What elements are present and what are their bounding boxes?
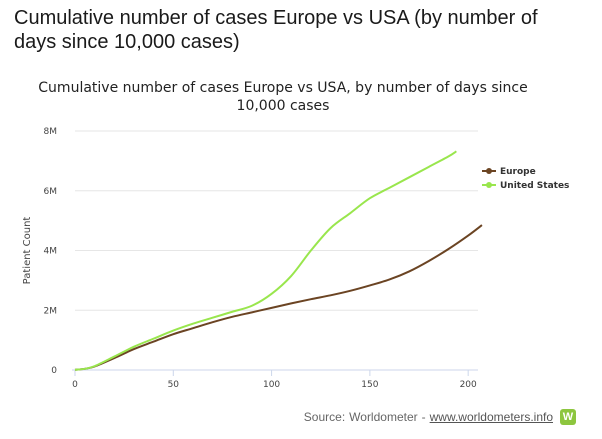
grid-lines (75, 130, 478, 311)
chart-title: Cumulative number of cases Europe vs USA… (38, 80, 527, 96)
legend-label: United States (500, 181, 569, 191)
x-tick-label: 50 (168, 380, 180, 390)
chart-title-continued: 10,000 cases (237, 98, 330, 114)
axes: 0 2M 4M 6M 8M 0 50 100 150 200 (44, 127, 478, 390)
legend-item-europe[interactable]: Europe (482, 167, 536, 177)
source-separator: - (421, 410, 426, 424)
legend[interactable]: Europe United States (482, 167, 569, 191)
x-tick-label: 150 (361, 380, 378, 390)
y-axis-label: Patient Count (22, 217, 33, 285)
page-heading: Cumulative number of cases Europe vs USA… (14, 7, 538, 53)
y-tick-label: 4M (44, 247, 58, 257)
y-tick-label: 0 (51, 366, 57, 376)
source-prefix: Source: (303, 410, 346, 424)
y-tick-label: 2M (44, 306, 58, 316)
y-tick-label: 8M (44, 127, 58, 137)
series-lines (74, 150, 483, 371)
series-line-united-states[interactable] (74, 150, 457, 371)
worldometer-logo-icon[interactable]: W (560, 409, 576, 425)
x-tick-label: 200 (460, 380, 477, 390)
legend-marker (486, 168, 492, 174)
source-link[interactable]: www.worldometers.info (429, 410, 553, 424)
legend-item-united-states[interactable]: United States (482, 181, 569, 191)
x-tick-label: 0 (72, 380, 78, 390)
source-credit: Source: Worldometer - www.worldometers.i… (304, 409, 576, 425)
series-line-europe[interactable] (74, 224, 483, 371)
legend-label: Europe (500, 167, 536, 177)
legend-marker (486, 182, 492, 188)
x-tick-label: 100 (263, 380, 280, 390)
source-name: Worldometer (349, 410, 418, 424)
y-tick-label: 6M (44, 187, 58, 197)
